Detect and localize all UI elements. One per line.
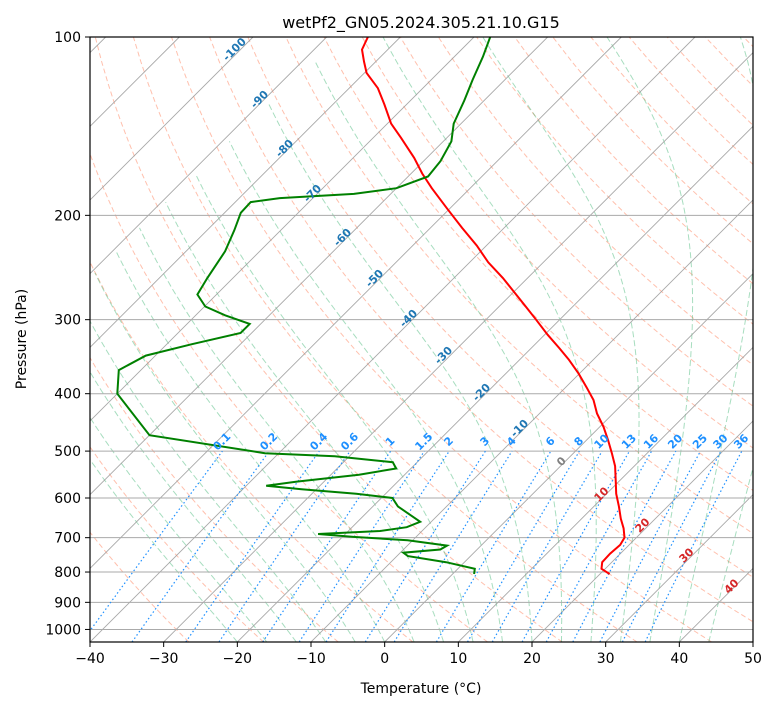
dry-adiabat xyxy=(171,37,712,642)
y-tick-label: 900 xyxy=(54,595,81,611)
dry-adiabat xyxy=(90,356,339,642)
y-tick-label: 100 xyxy=(54,30,81,46)
x-tick-label: 40 xyxy=(670,651,688,667)
mixing-ratio-line xyxy=(298,450,425,642)
x-tick-label: 10 xyxy=(449,651,467,667)
dry-adiabat xyxy=(247,37,753,578)
dewpoint-line xyxy=(116,37,492,575)
mixing-ratio-line xyxy=(185,450,320,642)
mixing-ratio-line xyxy=(218,450,351,642)
moist-adiabat xyxy=(606,37,694,642)
mixing-ratio-line xyxy=(521,450,631,642)
y-tick-label: 600 xyxy=(54,491,81,507)
moist-adiabat xyxy=(90,458,238,642)
x-tick-label: −30 xyxy=(149,651,179,667)
isotherm-line xyxy=(458,346,753,642)
profile-lines xyxy=(116,37,626,575)
moist-adiabat xyxy=(382,37,597,642)
moist-adiabat xyxy=(94,272,356,642)
background-lines xyxy=(90,37,753,642)
isotherm-line xyxy=(90,37,401,348)
dry-adiabat xyxy=(90,531,190,642)
y-axis-label: Pressure (hPa) xyxy=(14,289,30,389)
x-tick-label: −40 xyxy=(75,651,105,667)
dry-adiabat xyxy=(399,37,753,407)
y-tick-label: 300 xyxy=(54,313,81,329)
moist-adiabat xyxy=(139,227,415,642)
isotherm-line xyxy=(237,125,753,642)
y-tick-label: 700 xyxy=(54,531,81,547)
moist-adiabat xyxy=(678,37,753,642)
mixing-ratio-line xyxy=(90,450,223,632)
mixing-ratio-line xyxy=(325,450,450,642)
x-axis-label: Temperature (°C) xyxy=(360,681,482,697)
y-tick-label: 500 xyxy=(54,444,81,460)
mixing-ratio-line xyxy=(644,450,743,642)
dry-adiabat xyxy=(323,37,753,491)
isotherm-line xyxy=(163,52,753,642)
mixing-ratio-line xyxy=(545,450,653,642)
moist-adiabat xyxy=(268,104,533,642)
isotherm-line xyxy=(752,641,753,642)
x-tick-label: 0 xyxy=(380,651,389,667)
x-tick-label: −10 xyxy=(296,651,326,667)
dry-adiabat xyxy=(90,446,264,642)
dry-adiabat xyxy=(285,37,753,535)
moist-adiabat xyxy=(115,251,386,642)
mixing-ratio-line xyxy=(572,450,677,642)
x-tick-label: 20 xyxy=(523,651,541,667)
isotherm-line xyxy=(90,37,622,569)
moist-adiabat xyxy=(482,37,640,642)
isotherm-line xyxy=(605,494,753,642)
isotherm-line xyxy=(90,37,475,422)
temperature-line xyxy=(360,37,626,575)
moist-adiabat xyxy=(165,201,445,642)
moist-adiabat xyxy=(194,173,474,642)
isotherm-line xyxy=(384,273,753,642)
moist-adiabat xyxy=(90,320,327,642)
isotherm-line xyxy=(90,37,254,201)
dry-adiabat xyxy=(90,152,488,642)
x-tick-label: 50 xyxy=(744,651,762,667)
isotherm-line xyxy=(90,37,327,275)
isotherm-line xyxy=(90,37,696,642)
axes: −40 −30 −20 −10 0 10 20 30 40 50 100 200 300 400 500 60… xyxy=(45,30,762,667)
moist-adiabat xyxy=(90,416,268,642)
y-tick-label: 400 xyxy=(54,387,81,403)
dry-adiabat xyxy=(514,37,753,285)
isotherm-line xyxy=(531,420,753,642)
mixing-ratio-line xyxy=(131,450,270,642)
dry-adiabat xyxy=(437,37,753,366)
dry-adiabat xyxy=(132,37,638,642)
mixing-ratio-line xyxy=(393,450,513,642)
dry-adiabat xyxy=(94,37,563,642)
x-tick-label: 30 xyxy=(597,651,615,667)
x-tick-label: −20 xyxy=(223,651,253,667)
plot-frame xyxy=(89,36,754,643)
isotherm-line xyxy=(90,37,548,496)
y-tick-label: 1000 xyxy=(45,622,81,638)
chart-title: wetPf2_GN05.2024.305.21.10.G15 xyxy=(282,13,560,33)
dry-adiabat xyxy=(209,37,753,623)
y-tick-label: 800 xyxy=(54,565,81,581)
moist-adiabat xyxy=(314,61,563,642)
y-tick-label: 200 xyxy=(54,208,81,224)
dry-adiabat xyxy=(361,37,753,449)
